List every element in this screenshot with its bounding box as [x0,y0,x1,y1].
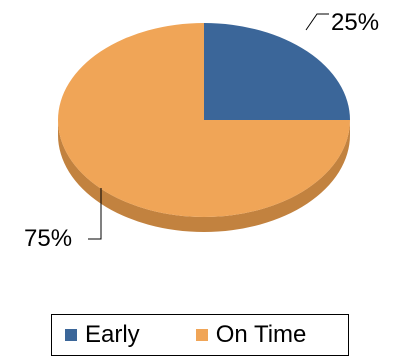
slices [58,23,350,232]
pie-slice-on-time [58,23,350,217]
legend: Early On Time [51,314,349,356]
leader-line-on-time [88,188,102,240]
data-label-on-time: 75% [24,225,72,252]
legend-item-on-time: On Time [195,321,307,349]
legend-label-early: Early [85,321,140,348]
legend-item-early: Early [65,321,140,349]
pie-chart: 25% 75% [24,9,379,252]
legend-swatch-on-time [195,329,208,341]
leader-lines [88,13,329,240]
pie-slice-early [204,23,350,120]
data-label-early: 25% [331,9,379,36]
legend-swatch-early [65,329,77,341]
legend-label-on-time: On Time [215,321,307,348]
leader-line-early [305,13,329,31]
